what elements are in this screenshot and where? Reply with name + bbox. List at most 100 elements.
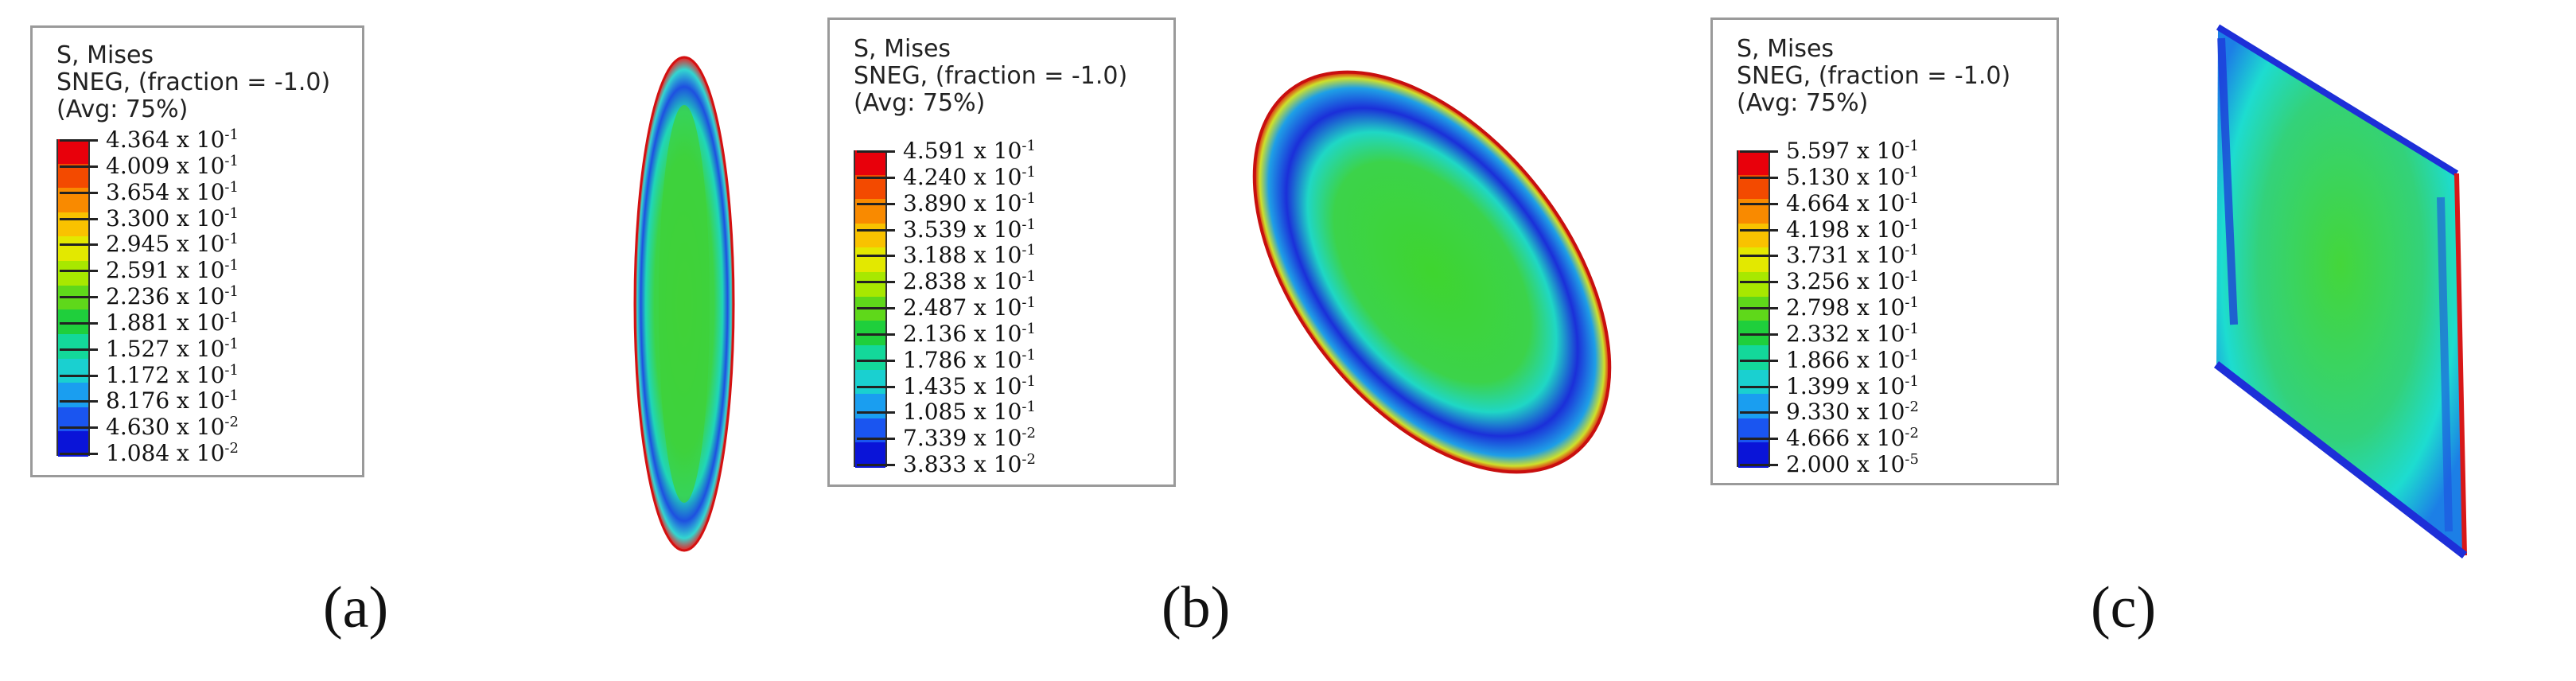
color-swatch [1738,223,1769,249]
legend-tick [857,359,895,362]
color-swatch [855,344,885,371]
legend-tick [60,374,98,377]
legend-tick [60,400,98,403]
legend-tick [857,438,895,441]
legend-value: 5.130 x 10-1 [1786,163,1919,190]
color-swatch [58,358,88,384]
legend-value: 4.364 x 10-1 [106,126,239,153]
legend-value: 4.664 x 10-1 [1786,189,1919,216]
color-swatch [58,333,88,360]
legend-value: 2.136 x 10-1 [903,320,1036,347]
legend-value: 3.256 x 10-1 [1786,268,1919,295]
legend-tick [60,139,98,142]
legend-value: 3.539 x 10-1 [903,216,1036,243]
color-swatch [855,394,885,419]
legend-tick [857,176,895,179]
legend-value: 3.731 x 10-1 [1786,242,1919,269]
legend-tick [857,307,895,309]
color-swatch [58,212,88,238]
color-swatch [1738,344,1769,371]
legend-tick [60,165,98,168]
legend-tick [60,191,98,194]
legend-tick [857,150,895,153]
legend-value: 3.833 x 10-2 [903,451,1036,477]
legend-value: 3.890 x 10-1 [903,189,1036,216]
color-swatch [58,139,88,165]
legend-tick [857,281,895,284]
color-swatch [1738,369,1769,395]
legend-value: 7.339 x 10-2 [903,425,1036,452]
legend-value: 2.591 x 10-1 [106,257,239,284]
legend-value: 8.176 x 10-1 [106,387,239,414]
legend-tick [857,411,895,414]
caption-b: (b) [1162,575,1231,640]
legend-value: 2.332 x 10-1 [1786,320,1919,347]
legend-value: 1.881 x 10-1 [106,309,239,336]
legend-value: 4.630 x 10-2 [106,414,239,441]
legend-tick [1740,411,1778,414]
legend-value: 9.330 x 10-2 [1786,399,1919,426]
color-swatch [58,261,88,286]
color-swatch [1738,174,1769,200]
legend-value: 1.527 x 10-1 [106,335,239,362]
legend-value: 3.300 x 10-1 [106,204,239,232]
legend-tick [1740,464,1778,466]
color-swatch [58,236,88,263]
legend-value: 1.435 x 10-1 [903,372,1036,399]
legend-subtitle: SNEG, (fraction = -1.0) [1737,62,2011,90]
contour-plot-parallelogram [2213,24,2468,558]
color-swatch [58,163,88,189]
legend-value: 1.172 x 10-1 [106,361,239,388]
legend-tick [1740,228,1778,232]
legend-value: 2.945 x 10-1 [106,231,239,258]
legend-value: 2.236 x 10-1 [106,283,239,309]
legend-value: 1.085 x 10-1 [903,399,1036,426]
legend-value: 4.009 x 10-1 [106,152,239,179]
color-swatch [855,442,885,468]
legend-averaging: (Avg: 75%) [854,89,986,117]
legend-tick [60,270,98,273]
legend-tick [1740,150,1778,153]
contour-plot-thin-ellipse [633,56,735,552]
legend-a: S, Mises SNEG, (fraction = -1.0) (Avg: 7… [30,25,364,477]
legend-tick [60,453,98,455]
legend-tick [1740,438,1778,441]
legend-tick [60,296,98,298]
legend-tick [1740,202,1778,205]
legend-tick [1740,255,1778,258]
color-swatch [1738,272,1769,298]
legend-subtitle: SNEG, (fraction = -1.0) [854,62,1128,90]
panel-c: S, Mises SNEG, (fraction = -1.0) (Avg: 7… [1710,0,2576,681]
color-swatch [855,247,885,274]
legend-value: 2.798 x 10-1 [1786,294,1919,321]
caption-a: (a) [323,575,389,640]
legend-value: 1.084 x 10-2 [106,440,239,466]
legend-tick [1740,176,1778,179]
color-bar [854,150,887,468]
legend-averaging: (Avg: 75%) [56,95,189,123]
color-swatch [855,369,885,395]
color-swatch [1738,247,1769,274]
legend-value: 2.000 x 10-5 [1786,451,1919,477]
panel-b: S, Mises SNEG, (fraction = -1.0) (Avg: 7… [796,0,1710,681]
legend-tick [1740,281,1778,284]
color-swatch [1738,150,1769,176]
legend-value: 2.487 x 10-1 [903,294,1036,321]
caption-c: (c) [2091,575,2157,640]
legend-value: 3.188 x 10-1 [903,242,1036,269]
legend-tick [1740,333,1778,336]
color-swatch [58,383,88,408]
legend-tick [857,385,895,388]
legend-value: 4.591 x 10-1 [903,138,1036,164]
legend-tick [60,243,98,247]
legend-value: 3.654 x 10-1 [106,178,239,205]
legend-tick [857,333,895,336]
color-swatch [1738,394,1769,419]
panel-a: S, Mises SNEG, (fraction = -1.0) (Avg: 7… [0,0,796,681]
legend-tick [1740,385,1778,388]
legend-c: S, Mises SNEG, (fraction = -1.0) (Avg: 7… [1710,18,2059,485]
color-swatch [855,174,885,200]
legend-tick [60,426,98,430]
color-swatch [58,431,88,457]
legend-b: S, Mises SNEG, (fraction = -1.0) (Avg: 7… [827,18,1176,487]
